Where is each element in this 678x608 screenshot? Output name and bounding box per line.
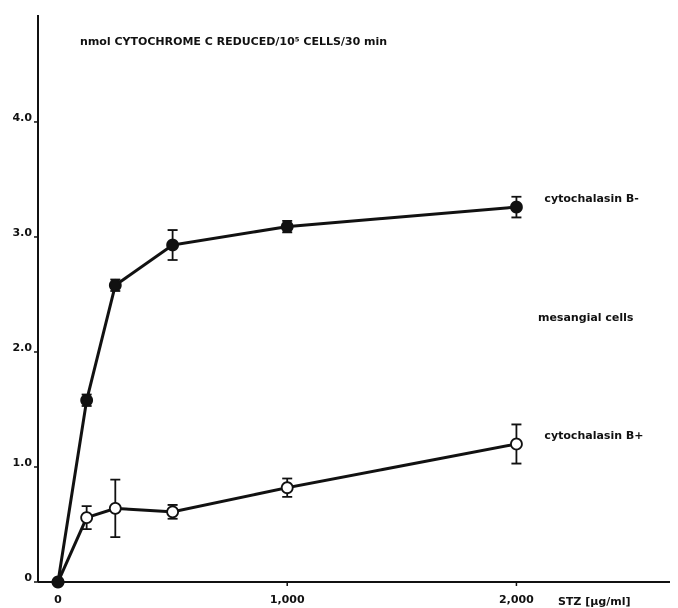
chart-title: nmol CYTOCHROME C REDUCED/10⁵ CELLS/30 m… (80, 35, 387, 48)
data-point (108, 501, 122, 515)
data-point (510, 200, 523, 214)
y-tick-label: 4.0 (13, 111, 33, 124)
y-tick-label: 3.0 (13, 226, 33, 239)
series-label: cytochalasin B+ (544, 429, 643, 442)
y-tick-label: 2.0 (13, 341, 33, 354)
x-tick-label: 0 (54, 593, 62, 606)
data-point (51, 575, 65, 589)
series-line (56, 205, 517, 583)
x-tick-label: 2,000 (499, 593, 534, 606)
series-label: cytochalasin B- (544, 192, 638, 205)
y-tick-label: 0 (24, 571, 32, 584)
data-point (108, 278, 122, 292)
data-point (80, 393, 94, 407)
data-point (166, 238, 180, 252)
data-point (510, 437, 523, 451)
annotation: mesangial cells (538, 311, 634, 324)
data-point (80, 511, 94, 524)
series-line (56, 442, 517, 583)
x-axis-label: STZ [µg/ml] (558, 595, 631, 608)
data-point (166, 505, 180, 519)
data-point (280, 220, 294, 234)
x-tick-label: 1,000 (270, 593, 305, 606)
data-point (280, 481, 294, 495)
y-tick-label: 1.0 (13, 456, 33, 469)
